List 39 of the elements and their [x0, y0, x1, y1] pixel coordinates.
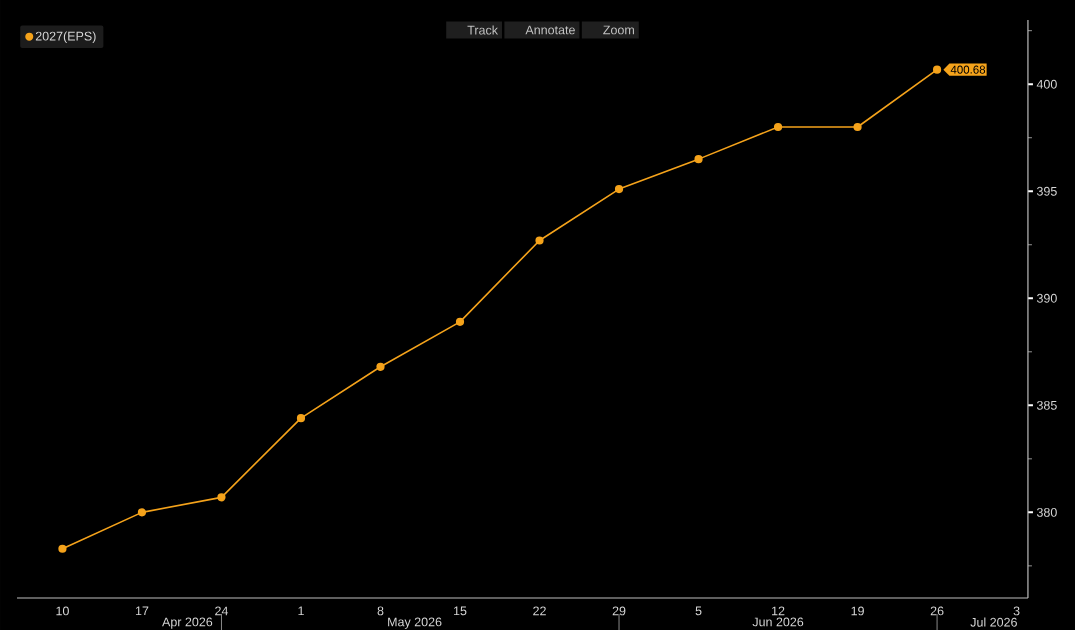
x-tick-label: 12 — [772, 606, 785, 616]
point — [296, 414, 306, 423]
x-tick-label: 24 — [215, 606, 229, 616]
x2-tick-label: Jul 2026 — [970, 617, 1017, 627]
x2-tick-label: Jun 2026 — [752, 617, 804, 627]
annotation: Track — [467, 25, 499, 35]
point — [58, 544, 67, 553]
x-tick-label: 5 — [695, 606, 702, 616]
y-tick-label: 380 — [1036, 507, 1057, 517]
x-tick-label: 10 — [56, 606, 69, 616]
point — [217, 493, 226, 502]
x-tick-label: 8 — [377, 606, 384, 616]
y-tick-label: 390 — [1036, 293, 1057, 303]
y-tick-label: 400 — [1036, 79, 1057, 89]
x-tick-label: 22 — [533, 606, 546, 616]
point — [773, 122, 783, 132]
x-tick-label: 17 — [135, 606, 149, 616]
point — [137, 508, 147, 517]
legend-label: 2027(EPS) — [35, 31, 96, 44]
y-tick-label: 395 — [1036, 186, 1057, 196]
annotation: 400.68 — [950, 65, 986, 74]
point — [932, 65, 942, 74]
y-tick-label: 385 — [1036, 400, 1057, 410]
x-tick-label: 3 — [1013, 606, 1020, 616]
x-tick-label: 15 — [454, 606, 467, 616]
x-tick-label: 19 — [851, 606, 864, 616]
x-tick-label: 29 — [612, 606, 626, 616]
point — [614, 185, 624, 194]
x-tick-label: 1 — [298, 606, 304, 616]
x2-tick-label: Apr 2026 — [162, 617, 213, 629]
point — [853, 122, 862, 132]
annotation: Annotate — [525, 25, 575, 35]
point — [455, 317, 465, 326]
point — [535, 236, 544, 245]
x2-tick-label: May 2026 — [388, 617, 442, 629]
point — [694, 155, 703, 164]
annotation: Zoom — [603, 25, 634, 35]
point — [376, 362, 385, 371]
x-tick-label: 26 — [930, 606, 944, 616]
